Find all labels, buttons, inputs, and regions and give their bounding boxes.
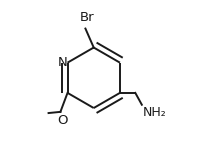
- Text: N: N: [58, 56, 67, 69]
- Text: Br: Br: [79, 11, 94, 24]
- Text: O: O: [57, 114, 68, 127]
- Text: NH₂: NH₂: [142, 106, 166, 119]
